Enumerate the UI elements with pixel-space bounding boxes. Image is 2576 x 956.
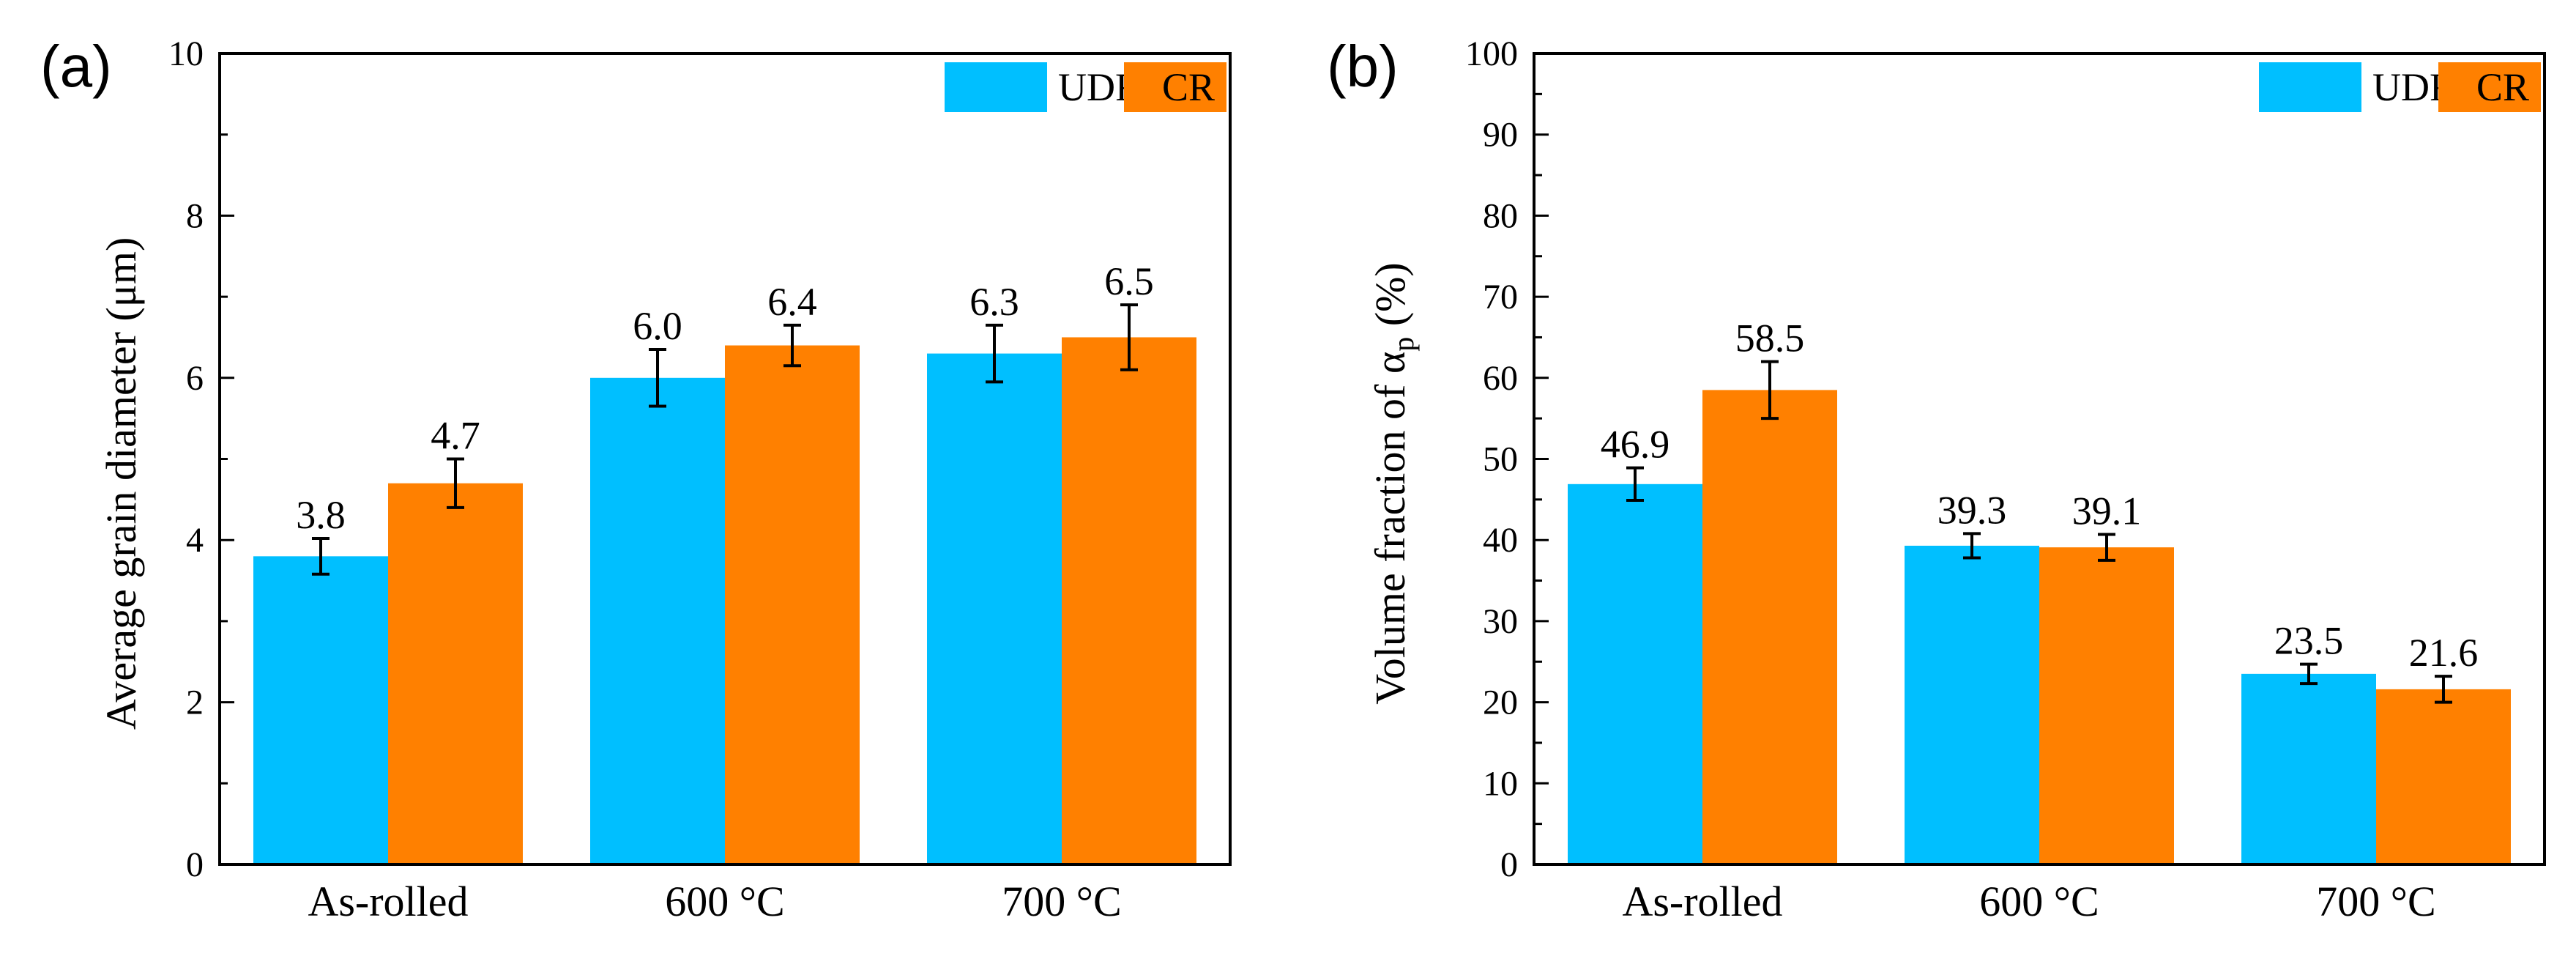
panel-a-y-tick-label: 8 [186, 196, 204, 235]
panel-a-bar-udr [253, 556, 388, 864]
panel-a-data-label-udr: 6.0 [633, 304, 682, 348]
panel-b-y-tick-label: 20 [1483, 683, 1518, 722]
panel-a-legend-udr-swatch [945, 62, 1047, 112]
panel-b-data-label-udr: 39.3 [1937, 488, 2007, 532]
panel-b-label: (b) [1327, 34, 1399, 99]
panel-a-legend-cr-label: CR [1162, 65, 1215, 109]
panel-b-data-labels: 46.9 58.5 39.3 39.1 23.5 21.6 [1601, 316, 2479, 675]
panel-b-legend-cr-swatch [2438, 62, 2541, 112]
panel-b-bar-udr [1568, 483, 1702, 864]
panel-b-y-axis-title-tail: (%) [1366, 262, 1414, 336]
panel-a-y-axis-title-main: Average grain diameter (μm) [97, 237, 145, 730]
panel-a-data-label-udr: 6.3 [969, 280, 1019, 324]
panel-a-bar-cr [725, 345, 860, 864]
panel-a-data-label-cr: 6.5 [1104, 259, 1154, 303]
panel-a-y-tick-labels: 0 2 4 6 8 10 [168, 34, 204, 884]
panel-a-y-tick-label: 4 [186, 521, 204, 560]
panel-b-legend-cr-label: CR [2476, 65, 2529, 109]
panel-b-y-tick-labels: 0 10 20 30 40 50 60 70 80 90 100 [1465, 34, 1518, 884]
panel-a-y-tick-label: 10 [168, 34, 204, 73]
panel-a-data-label-cr: 6.4 [767, 280, 817, 324]
panel-a-label: (a) [40, 34, 112, 99]
panel-a-bars [253, 337, 1196, 865]
panel-b-y-tick-label: 90 [1483, 116, 1518, 155]
panel-b-category-labels: As-rolled 600 °C 700 °C [1622, 878, 2435, 925]
panel-a-y-axis-title: Average grain diameter (μm) [97, 237, 145, 730]
panel-b-data-label-cr: 21.6 [2409, 631, 2479, 675]
panel-a-data-label-udr: 3.8 [296, 493, 346, 537]
panel-b-y-tick-label: 30 [1483, 602, 1518, 641]
panel-b-bar-cr [1702, 390, 1837, 864]
panel-a-bar-cr [388, 483, 523, 864]
panel-a-plot-frame [218, 52, 1232, 866]
panel-a-y-tick-label: 2 [186, 683, 204, 722]
panel-b-y-tick-label: 100 [1465, 34, 1518, 73]
panel-a-legend-cr-swatch [1124, 62, 1226, 112]
panel-b-legend: UDR CR [2259, 62, 2541, 112]
panel-a-bar-udr [590, 377, 725, 864]
panel-b-y-axis-title-sub: p [1387, 337, 1420, 352]
panel-a-category-label: 700 °C [1002, 878, 1121, 925]
panel-b-bar-cr [2039, 547, 2174, 864]
panel-b-y-tick-label: 70 [1483, 278, 1518, 316]
panel-b-bar-cr [2376, 689, 2511, 864]
panel-a-legend: UDR CR [945, 62, 1226, 112]
panel-a-error-bars [312, 303, 1138, 576]
panel-b-data-label-udr: 23.5 [2274, 619, 2344, 663]
panel-a-bar-udr [927, 353, 1062, 865]
panel-b-category-label: 700 °C [2316, 878, 2435, 925]
panel-b: (b) Volume fraction of αp (%) 0 10 20 30 40 5… [1327, 34, 2546, 925]
panel-b-bar-udr [1905, 545, 2039, 864]
panel-b-data-label-cr: 58.5 [1735, 316, 1805, 360]
panel-a-bar-cr [1062, 337, 1196, 864]
panel-b-y-tick-label: 60 [1483, 359, 1518, 398]
panel-b-data-label-cr: 39.1 [2072, 489, 2142, 533]
panel-b-plot-frame [1533, 52, 2546, 866]
panel-b-category-label: As-rolled [1622, 878, 1782, 925]
panel-b-y-tick-label: 50 [1483, 440, 1518, 479]
panel-a-data-label-cr: 4.7 [431, 414, 480, 458]
panel-b-y-tick-label: 10 [1483, 764, 1518, 803]
panel-b-y-tick-label: 40 [1483, 521, 1518, 560]
panel-b-data-label-udr: 46.9 [1601, 423, 1670, 467]
panel-b-y-axis-title: Volume fraction of αp (%) [1366, 262, 1420, 704]
panel-b-y-tick-label: 80 [1483, 196, 1518, 235]
panel-a-y-tick-label: 0 [186, 845, 204, 884]
panel-b-category-label: 600 °C [1979, 878, 2099, 925]
panel-b-y-tick-label: 0 [1500, 845, 1518, 884]
panel-b-legend-udr-swatch [2259, 62, 2361, 112]
panel-b-error-bars [1626, 360, 2452, 704]
panel-a-category-labels: As-rolled 600 °C 700 °C [308, 878, 1121, 925]
panel-a-y-tick-label: 6 [186, 359, 204, 398]
panel-b-y-axis-title-main: Volume fraction of α [1366, 352, 1414, 705]
panel-b-bar-udr [2241, 673, 2376, 864]
panel-a-category-label: As-rolled [308, 878, 468, 925]
panel-a: (a) Average grain diameter (μm) 0246810 … [40, 34, 1232, 925]
panel-b-bars [1568, 390, 2511, 864]
panel-a-category-label: 600 °C [665, 878, 784, 925]
panel-a-data-labels: 3.8 4.7 6.0 6.4 6.3 6.5 [296, 259, 1154, 537]
